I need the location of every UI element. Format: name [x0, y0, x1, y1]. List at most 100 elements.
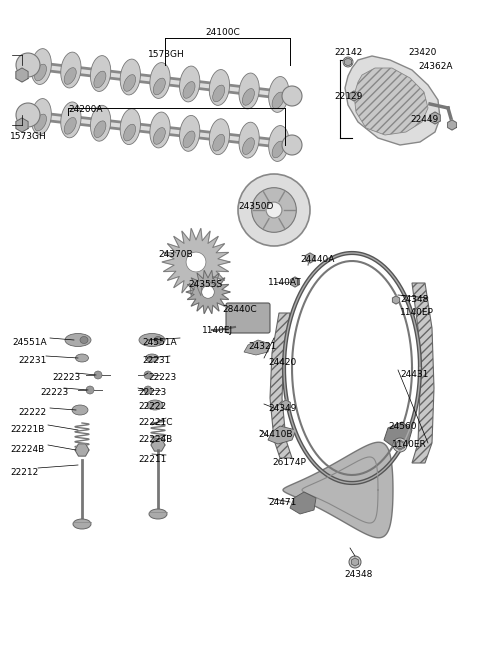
Ellipse shape [64, 68, 76, 85]
Polygon shape [354, 68, 428, 135]
Ellipse shape [31, 49, 51, 85]
Text: 1573GH: 1573GH [10, 132, 47, 141]
Ellipse shape [242, 89, 254, 105]
Text: 1140AT: 1140AT [268, 278, 301, 287]
Text: 24440A: 24440A [300, 255, 335, 264]
Text: 24321: 24321 [248, 342, 276, 351]
Ellipse shape [153, 78, 165, 95]
Polygon shape [448, 120, 456, 130]
Text: 22221B: 22221B [10, 425, 44, 434]
Text: 24350D: 24350D [238, 202, 274, 211]
Ellipse shape [120, 59, 141, 95]
Ellipse shape [180, 66, 200, 102]
Circle shape [266, 202, 282, 218]
Ellipse shape [80, 337, 88, 344]
Text: 24355S: 24355S [188, 280, 222, 289]
Polygon shape [270, 313, 292, 458]
Polygon shape [283, 442, 393, 538]
Ellipse shape [94, 121, 106, 138]
Text: 22129: 22129 [334, 92, 362, 101]
Polygon shape [244, 340, 270, 355]
Polygon shape [291, 277, 300, 287]
Text: 22223: 22223 [138, 388, 166, 397]
Text: 22211: 22211 [138, 455, 167, 464]
Ellipse shape [35, 114, 47, 131]
Circle shape [16, 53, 40, 77]
Ellipse shape [154, 337, 162, 344]
Ellipse shape [139, 333, 165, 346]
Text: 1140EJ: 1140EJ [202, 326, 233, 335]
Ellipse shape [147, 400, 163, 410]
Text: 22223: 22223 [52, 373, 80, 382]
Circle shape [86, 386, 94, 394]
Text: 22231: 22231 [142, 356, 170, 365]
Text: 24362A: 24362A [418, 62, 453, 71]
Ellipse shape [90, 106, 111, 141]
Polygon shape [162, 228, 230, 296]
Text: 1140ER: 1140ER [392, 440, 427, 449]
Circle shape [349, 556, 361, 568]
Ellipse shape [145, 354, 158, 362]
Polygon shape [290, 492, 316, 514]
Ellipse shape [269, 77, 289, 112]
Ellipse shape [269, 125, 289, 161]
Text: 24348: 24348 [400, 295, 428, 304]
Circle shape [252, 188, 296, 232]
Text: 24551A: 24551A [12, 338, 47, 347]
Ellipse shape [94, 71, 106, 88]
Polygon shape [430, 112, 440, 124]
Ellipse shape [153, 128, 165, 144]
Ellipse shape [65, 333, 91, 346]
Text: 22449: 22449 [410, 115, 438, 124]
Text: 24348: 24348 [344, 570, 372, 579]
Ellipse shape [213, 85, 225, 102]
Text: 22222: 22222 [18, 408, 46, 417]
Text: 28440C: 28440C [222, 305, 257, 314]
Ellipse shape [183, 131, 195, 148]
Text: 22142: 22142 [334, 48, 362, 57]
Text: 26174P: 26174P [272, 458, 306, 467]
Ellipse shape [120, 109, 141, 144]
Circle shape [282, 86, 302, 106]
Polygon shape [16, 68, 28, 82]
Ellipse shape [35, 64, 47, 81]
Polygon shape [75, 444, 89, 456]
Text: 24349: 24349 [268, 404, 296, 413]
Text: 22231: 22231 [18, 356, 47, 365]
Text: 22224B: 22224B [138, 435, 172, 444]
Ellipse shape [64, 117, 76, 134]
Ellipse shape [149, 509, 167, 519]
Ellipse shape [242, 138, 254, 154]
Polygon shape [186, 270, 230, 314]
Polygon shape [351, 558, 359, 566]
Text: 24410B: 24410B [258, 430, 292, 439]
Polygon shape [306, 253, 314, 263]
Circle shape [16, 103, 40, 127]
Ellipse shape [75, 354, 88, 362]
Ellipse shape [239, 73, 259, 109]
Text: 24471: 24471 [268, 498, 296, 507]
Text: 22221C: 22221C [138, 418, 172, 427]
Ellipse shape [31, 98, 51, 134]
FancyBboxPatch shape [226, 303, 270, 333]
Circle shape [343, 57, 353, 67]
Ellipse shape [73, 519, 91, 529]
Circle shape [393, 438, 407, 452]
Ellipse shape [183, 81, 195, 98]
Text: 24551A: 24551A [142, 338, 177, 347]
Polygon shape [151, 439, 165, 451]
Polygon shape [384, 422, 412, 448]
Ellipse shape [123, 75, 136, 91]
Ellipse shape [239, 122, 259, 158]
Ellipse shape [209, 70, 229, 106]
Ellipse shape [213, 134, 225, 151]
Text: 1573GH: 1573GH [148, 50, 185, 59]
Ellipse shape [272, 141, 284, 158]
Polygon shape [345, 56, 440, 145]
Text: 23420: 23420 [408, 48, 436, 57]
Polygon shape [268, 426, 296, 444]
Circle shape [202, 286, 214, 298]
Ellipse shape [150, 62, 170, 98]
Polygon shape [396, 441, 404, 449]
Ellipse shape [180, 115, 200, 152]
